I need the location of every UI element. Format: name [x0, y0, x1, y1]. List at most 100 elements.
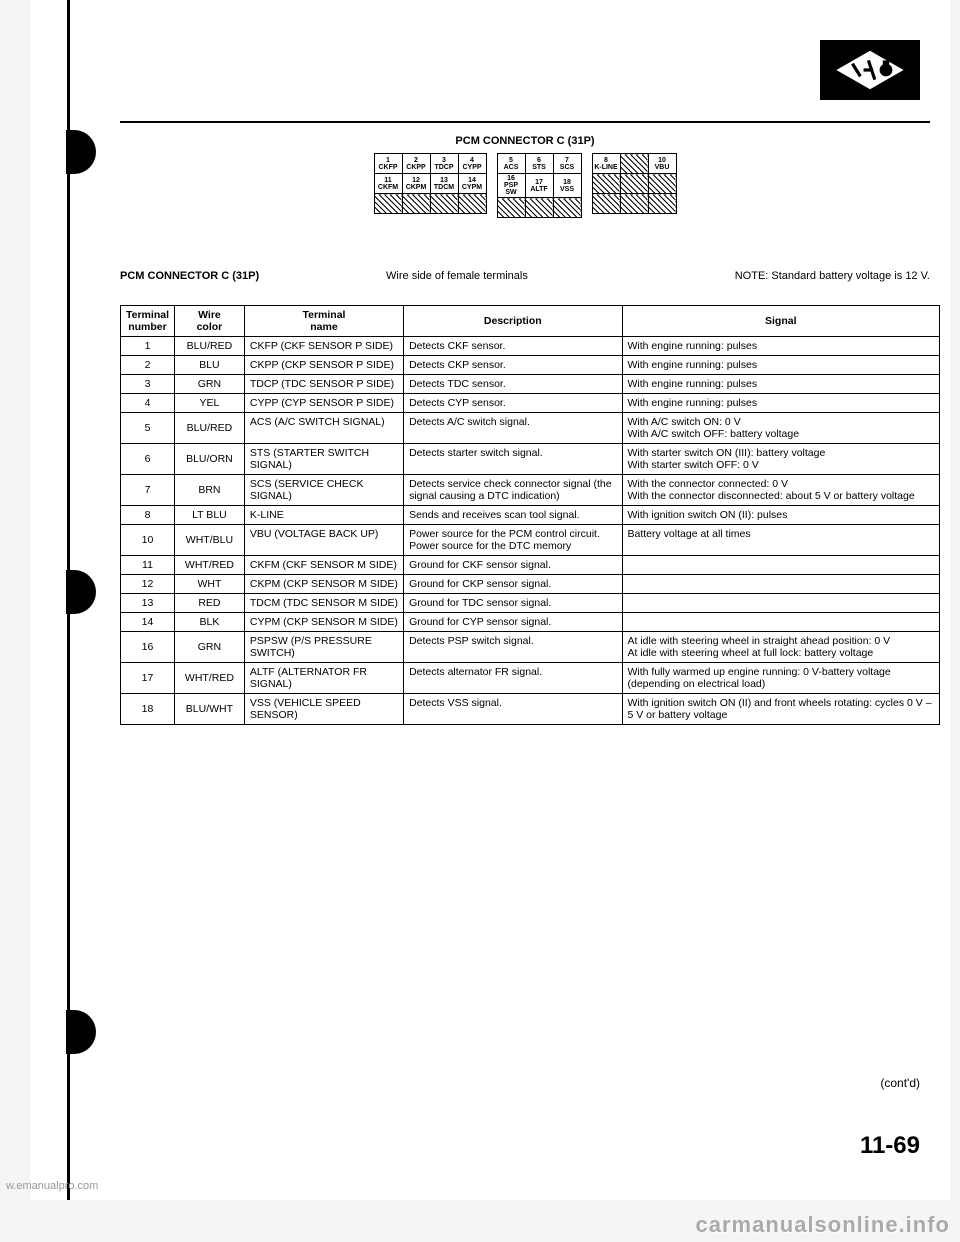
- cell-signal: With the connector connected: 0 VWith th…: [622, 475, 940, 506]
- cell-signal: With ignition switch ON (II) and front w…: [622, 694, 940, 725]
- cell-terminal: 5: [121, 413, 175, 444]
- cell-desc: Detects TDC sensor.: [404, 375, 622, 394]
- binder-hole: [66, 570, 96, 614]
- cell-name: STS (STARTER SWITCH SIGNAL): [244, 444, 403, 475]
- cell-name: TDCM (TDC SENSOR M SIDE): [244, 594, 403, 613]
- cell-wire: BLU/RED: [174, 337, 244, 356]
- cell-desc: Detects A/C switch signal.: [404, 413, 622, 444]
- manufacturer-logo-icon: [820, 40, 920, 100]
- cell-desc: Detects alternator FR signal.: [404, 663, 622, 694]
- cell-signal: With engine running: pulses: [622, 394, 940, 413]
- cell-desc: Detects CKP sensor.: [404, 356, 622, 375]
- cell-wire: BLU/ORN: [174, 444, 244, 475]
- cell-name: ALTF (ALTERNATOR FR SIGNAL): [244, 663, 403, 694]
- cell-name: K-LINE: [244, 506, 403, 525]
- table-row: 5BLU/REDACS (A/C SWITCH SIGNAL)Detects A…: [121, 413, 940, 444]
- cell-wire: RED: [174, 594, 244, 613]
- continued-label: (cont'd): [880, 1076, 920, 1090]
- note-label: NOTE: Standard battery voltage is 12 V.: [735, 270, 930, 282]
- cell-wire: BLU/WHT: [174, 694, 244, 725]
- connector-block-2: 5ACS6STS7SCS16PSP SW17ALTF18VSS: [497, 153, 582, 218]
- cell-name: VSS (VEHICLE SPEED SENSOR): [244, 694, 403, 725]
- table-row: 13REDTDCM (TDC SENSOR M SIDE)Ground for …: [121, 594, 940, 613]
- cell-desc: Detects CKF sensor.: [404, 337, 622, 356]
- wire-side-label: Wire side of female terminals: [179, 270, 735, 282]
- binder-hole: [66, 1010, 96, 1054]
- mid-label-row: PCM CONNECTOR C (31P) Wire side of femal…: [120, 270, 930, 282]
- cell-terminal: 10: [121, 525, 175, 556]
- cell-name: SCS (SERVICE CHECK SIGNAL): [244, 475, 403, 506]
- cell-signal: With engine running: pulses: [622, 356, 940, 375]
- cell-signal: With fully warmed up engine running: 0 V…: [622, 663, 940, 694]
- cell-desc: Detects VSS signal.: [404, 694, 622, 725]
- cell-signal: At idle with steering wheel in straight …: [622, 632, 940, 663]
- cell-wire: LT BLU: [174, 506, 244, 525]
- cell-signal: With A/C switch ON: 0 VWith A/C switch O…: [622, 413, 940, 444]
- connector-block-1: 1CKFP2CKPP3TDCP4CYPP11CKFM12CKPM13TDCM14…: [374, 153, 487, 218]
- cell-wire: YEL: [174, 394, 244, 413]
- cell-signal: With engine running: pulses: [622, 337, 940, 356]
- cell-name: CKPP (CKP SENSOR P SIDE): [244, 356, 403, 375]
- watermark-site: carmanualsonline.info: [696, 1212, 951, 1238]
- cell-desc: Ground for CKP sensor signal.: [404, 575, 622, 594]
- cell-name: TDCP (TDC SENSOR P SIDE): [244, 375, 403, 394]
- cell-terminal: 18: [121, 694, 175, 725]
- header-rule: [120, 121, 930, 123]
- table-row: 14BLKCYPM (CKP SENSOR M SIDE)Ground for …: [121, 613, 940, 632]
- table-row: 10WHT/BLUVBU (VOLTAGE BACK UP)Power sour…: [121, 525, 940, 556]
- cell-terminal: 1: [121, 337, 175, 356]
- connector-diagram-area: PCM CONNECTOR C (31P) 1CKFP2CKPP3TDCP4CY…: [290, 135, 760, 218]
- cell-name: PSPSW (P/S PRESSURE SWITCH): [244, 632, 403, 663]
- cell-terminal: 13: [121, 594, 175, 613]
- table-row: 3GRNTDCP (TDC SENSOR P SIDE)Detects TDC …: [121, 375, 940, 394]
- cell-signal: [622, 613, 940, 632]
- manual-page: PCM CONNECTOR C (31P) 1CKFP2CKPP3TDCP4CY…: [30, 0, 950, 1200]
- binding-edge: [30, 0, 70, 1200]
- table-row: 18BLU/WHTVSS (VEHICLE SPEED SENSOR)Detec…: [121, 694, 940, 725]
- cell-desc: Power source for the PCM control circuit…: [404, 525, 622, 556]
- cell-terminal: 4: [121, 394, 175, 413]
- connector-title: PCM CONNECTOR C (31P): [290, 135, 760, 147]
- th-terminal: Terminalnumber: [121, 306, 175, 337]
- cell-wire: BRN: [174, 475, 244, 506]
- cell-terminal: 2: [121, 356, 175, 375]
- pinout-table: TerminalnumberWirecolorTerminalnameDescr…: [120, 305, 940, 725]
- cell-desc: Detects starter switch signal.: [404, 444, 622, 475]
- cell-name: CYPM (CKP SENSOR M SIDE): [244, 613, 403, 632]
- binder-hole: [66, 130, 96, 174]
- cell-desc: Ground for CKF sensor signal.: [404, 556, 622, 575]
- cell-terminal: 6: [121, 444, 175, 475]
- cell-wire: BLU/RED: [174, 413, 244, 444]
- cell-signal: With ignition switch ON (II): pulses: [622, 506, 940, 525]
- cell-signal: [622, 575, 940, 594]
- cell-signal: With starter switch ON (III): battery vo…: [622, 444, 940, 475]
- cell-terminal: 7: [121, 475, 175, 506]
- cell-name: CKFM (CKF SENSOR M SIDE): [244, 556, 403, 575]
- cell-signal: With engine running: pulses: [622, 375, 940, 394]
- table-row: 17WHT/REDALTF (ALTERNATOR FR SIGNAL)Dete…: [121, 663, 940, 694]
- cell-wire: GRN: [174, 632, 244, 663]
- cell-terminal: 11: [121, 556, 175, 575]
- cell-desc: Detects PSP switch signal.: [404, 632, 622, 663]
- cell-desc: Ground for TDC sensor signal.: [404, 594, 622, 613]
- connector-diagram: 1CKFP2CKPP3TDCP4CYPP11CKFM12CKPM13TDCM14…: [290, 153, 760, 218]
- cell-name: CKFP (CKF SENSOR P SIDE): [244, 337, 403, 356]
- table-row: 2BLUCKPP (CKP SENSOR P SIDE)Detects CKP …: [121, 356, 940, 375]
- table-row: 6BLU/ORNSTS (STARTER SWITCH SIGNAL)Detec…: [121, 444, 940, 475]
- cell-terminal: 17: [121, 663, 175, 694]
- cell-desc: Detects CYP sensor.: [404, 394, 622, 413]
- cell-wire: WHT/RED: [174, 556, 244, 575]
- table-row: 12WHTCKPM (CKP SENSOR M SIDE)Ground for …: [121, 575, 940, 594]
- cell-desc: Sends and receives scan tool signal.: [404, 506, 622, 525]
- th-wire: Wirecolor: [174, 306, 244, 337]
- table-row: 8LT BLUK-LINESends and receives scan too…: [121, 506, 940, 525]
- th-name: Terminalname: [244, 306, 403, 337]
- cell-wire: GRN: [174, 375, 244, 394]
- cell-terminal: 12: [121, 575, 175, 594]
- table-row: 7BRNSCS (SERVICE CHECK SIGNAL)Detects se…: [121, 475, 940, 506]
- cell-signal: Battery voltage at all times: [622, 525, 940, 556]
- cell-desc: Ground for CYP sensor signal.: [404, 613, 622, 632]
- table-row: 1BLU/REDCKFP (CKF SENSOR P SIDE)Detects …: [121, 337, 940, 356]
- page-number: 11-69: [860, 1132, 920, 1160]
- cell-terminal: 3: [121, 375, 175, 394]
